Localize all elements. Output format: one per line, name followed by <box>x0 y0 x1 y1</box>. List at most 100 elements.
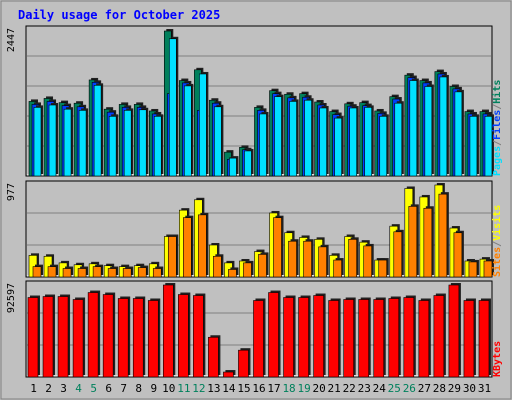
day-label-25: 25 <box>388 382 401 395</box>
bar-sites-day-12 <box>198 214 207 278</box>
bar-pages-day-22 <box>349 107 357 177</box>
x-axis-day-labels: 1 2 3 4 5 6 7 8 9 10 11 12 13 14 15 16 17 18 19 20 21 22 23 24 2… <box>30 382 491 395</box>
bar-pages-day-27 <box>424 86 433 177</box>
day-label-14: 14 <box>222 382 236 395</box>
bar-pages-day-24 <box>379 116 388 177</box>
bar-pages-day-8 <box>138 109 147 177</box>
bar-kbytes-day-24 <box>373 299 385 378</box>
bar-kbytes-day-11 <box>178 294 189 378</box>
bar-kbytes-day-10 <box>162 284 174 378</box>
bar-pages-day-5 <box>93 85 102 177</box>
bar-kbytes-day-20 <box>313 295 324 378</box>
bar-sites-day-3 <box>62 268 72 278</box>
legend-part: / <box>492 104 503 110</box>
day-label-20: 20 <box>313 382 326 395</box>
day-label-5: 5 <box>90 382 97 395</box>
day-label-2: 2 <box>45 382 52 395</box>
bar-kbytes-day-1 <box>27 297 39 378</box>
legend-part: / <box>492 140 503 146</box>
bar-pages-day-14 <box>229 157 237 177</box>
bar-sites-day-9 <box>152 268 162 278</box>
bar-kbytes-day-8 <box>132 298 144 378</box>
bar-pages-day-18 <box>289 101 297 177</box>
chart-panels: 2447Pages/Files/Hits977Sites/Visits92597… <box>6 25 503 378</box>
day-label-3: 3 <box>60 382 67 395</box>
bar-pages-day-29 <box>454 91 463 177</box>
bar-pages-day-20 <box>319 107 327 177</box>
bar-sites-day-23 <box>363 245 373 278</box>
bar-sites-day-1 <box>32 266 42 278</box>
bar-kbytes-day-3 <box>57 296 69 378</box>
bar-kbytes-day-15 <box>238 349 249 378</box>
bar-pages-day-9 <box>153 116 162 177</box>
bar-kbytes-day-18 <box>283 297 294 378</box>
bar-kbytes-day-22 <box>343 299 354 378</box>
legend-part: / <box>492 241 503 247</box>
bar-sites-day-24 <box>378 259 388 278</box>
day-label-15: 15 <box>237 382 250 395</box>
bar-sites-day-30 <box>468 261 478 278</box>
bar-kbytes-day-9 <box>147 300 159 378</box>
panel-1-max-label: 2447 <box>6 28 17 52</box>
bar-kbytes-day-26 <box>403 297 415 378</box>
chart-title: Daily usage for October 2025 <box>18 8 220 22</box>
bar-kbytes-day-29 <box>448 284 460 378</box>
bar-kbytes-day-17 <box>268 292 279 378</box>
legend-part: Visits <box>491 205 503 241</box>
day-label-19: 19 <box>297 382 310 395</box>
bar-kbytes-day-12 <box>193 295 204 378</box>
bar-pages-day-7 <box>123 110 132 177</box>
panel-3-max-label: 92597 <box>6 283 17 313</box>
bar-pages-day-16 <box>259 113 267 177</box>
bar-pages-day-11 <box>184 85 192 177</box>
bar-sites-day-18 <box>288 240 297 278</box>
bar-kbytes-day-25 <box>388 298 400 378</box>
day-label-11: 11 <box>177 382 190 395</box>
bar-sites-day-28 <box>438 193 448 278</box>
legend-part: Pages <box>492 146 503 176</box>
bar-pages-day-21 <box>334 117 342 177</box>
day-label-12: 12 <box>192 382 205 395</box>
bar-pages-day-31 <box>484 116 493 177</box>
bar-pages-day-4 <box>78 110 87 177</box>
day-label-9: 9 <box>150 382 157 395</box>
bar-sites-day-5 <box>92 266 102 278</box>
bar-pages-day-19 <box>304 99 312 177</box>
day-label-28: 28 <box>433 382 446 395</box>
bar-sites-day-11 <box>183 217 192 278</box>
bar-kbytes-day-21 <box>328 300 339 378</box>
bar-sites-day-16 <box>258 254 267 278</box>
bar-kbytes-day-14 <box>223 371 234 378</box>
day-label-17: 17 <box>267 382 280 395</box>
bar-kbytes-day-31 <box>478 300 490 378</box>
day-label-29: 29 <box>448 382 461 395</box>
day-label-10: 10 <box>162 382 175 395</box>
day-label-31: 31 <box>478 382 491 395</box>
day-label-13: 13 <box>207 382 220 395</box>
day-label-1: 1 <box>30 382 37 395</box>
bar-sites-day-27 <box>423 207 433 278</box>
day-label-22: 22 <box>343 382 356 395</box>
bar-kbytes-day-23 <box>358 299 370 378</box>
day-label-18: 18 <box>282 382 295 395</box>
bar-pages-day-15 <box>244 150 252 177</box>
day-label-4: 4 <box>75 382 82 395</box>
bar-kbytes-day-13 <box>208 336 219 378</box>
bar-sites-day-22 <box>348 239 357 278</box>
bar-pages-day-10 <box>168 38 177 177</box>
bar-sites-day-4 <box>77 268 87 278</box>
bar-kbytes-day-19 <box>298 297 309 378</box>
day-label-23: 23 <box>358 382 371 395</box>
bar-sites-day-25 <box>393 231 403 278</box>
bar-pages-day-25 <box>394 102 403 177</box>
bar-pages-day-6 <box>108 116 117 177</box>
day-label-30: 30 <box>463 382 476 395</box>
day-label-8: 8 <box>135 382 142 395</box>
day-label-21: 21 <box>328 382 341 395</box>
bar-kbytes-day-6 <box>102 294 114 378</box>
bar-pages-day-12 <box>199 73 207 177</box>
bar-sites-day-10 <box>167 236 177 278</box>
bar-sites-day-26 <box>408 206 418 278</box>
